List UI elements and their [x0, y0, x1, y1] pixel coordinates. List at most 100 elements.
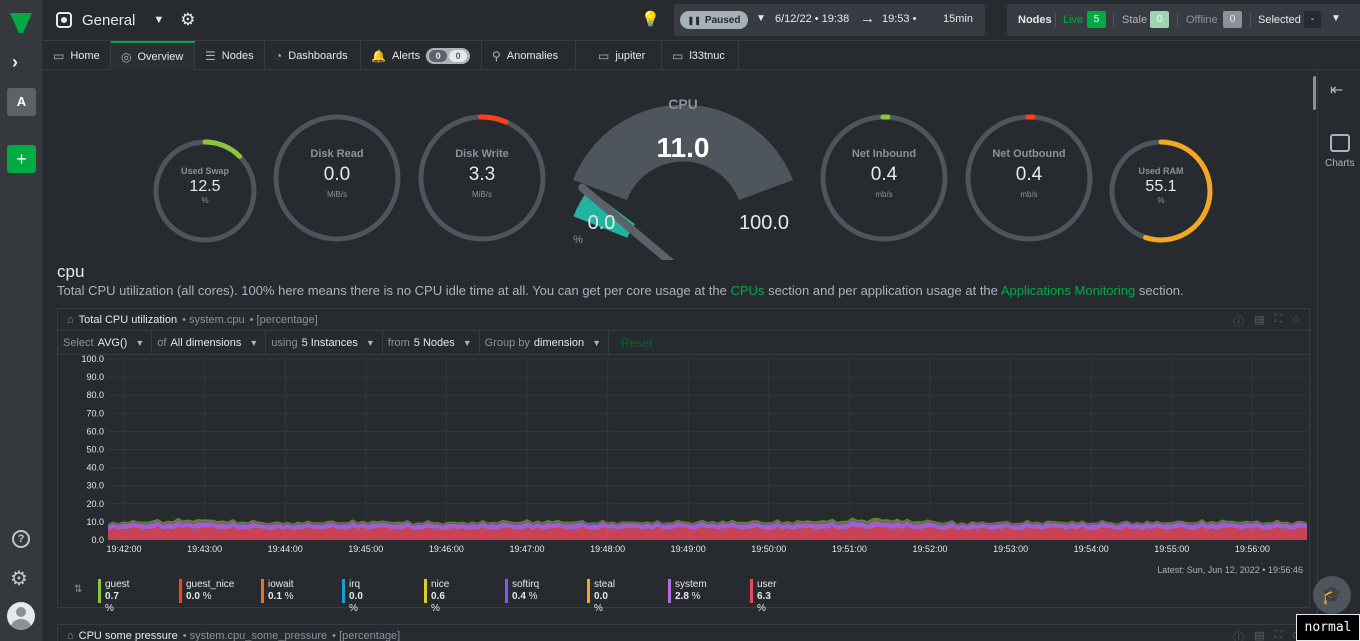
tab-anomalies[interactable]: ⚲ Anomalies	[482, 41, 576, 70]
nodes-select[interactable]: from 5 Nodes ▼	[383, 330, 480, 355]
settings-gear-icon[interactable]: ⚙	[10, 568, 28, 590]
instances-select[interactable]: using 5 Instances ▼	[266, 330, 383, 355]
disk-write-text: Disk Write 3.3 MiB/s	[432, 148, 532, 199]
paused-badge[interactable]: ❚❚ Paused	[680, 11, 748, 29]
learn-graduation-cap-icon[interactable]: 🎓	[1313, 576, 1351, 614]
used-swap-title: Used Swap	[180, 166, 229, 176]
filter-label: using	[271, 336, 298, 349]
dashboard-add-icon[interactable]: ▤	[1254, 314, 1265, 326]
legend-item-system[interactable]: system 2.8 %	[668, 579, 707, 603]
more-options-icon[interactable]: ⌂	[1292, 629, 1299, 641]
info-icon[interactable]: ⓘ	[1233, 316, 1245, 328]
net-inbound-unit: mb/s	[875, 190, 893, 199]
cpu-area-chart[interactable]: 100.0 90.0 80.0 70.0 60.0 50.0 40.0 30.0 20.0 10.…	[58, 355, 1309, 568]
disk-write-indicator	[478, 114, 509, 125]
x-tick-label: 19:42:00	[106, 544, 141, 554]
x-tick-label: 19:48:00	[590, 544, 625, 554]
y-tick-label: 80.0	[86, 390, 104, 400]
help-icon[interactable]: ?	[12, 530, 30, 548]
net-outbound-value: 0.4	[1015, 164, 1043, 185]
dimensions-select[interactable]: of All dimensions ▼	[152, 330, 267, 355]
arrow-right-icon: →	[860, 10, 875, 27]
net-outbound-title: Net Outbound	[992, 148, 1066, 160]
tab-node-l33tnuc[interactable]: ▭ l33tnuc	[662, 41, 739, 70]
x-tick-label: 19:47:00	[509, 544, 544, 554]
more-options-icon[interactable]: ⌂	[1292, 313, 1299, 325]
news-bulb-icon[interactable]: 💡	[641, 11, 660, 28]
reset-button[interactable]: Reset	[620, 335, 653, 350]
cpus-link[interactable]: CPUs	[730, 283, 765, 298]
right-panel: ⇤ Charts	[1317, 70, 1360, 641]
tab-alerts[interactable]: 🔔 Alerts 0 0	[361, 41, 482, 70]
charts-icon[interactable]	[1330, 134, 1350, 152]
x-tick-label: 19:43:00	[187, 544, 222, 554]
collapse-panel-icon[interactable]: ⇤	[1330, 82, 1344, 99]
tab-overview[interactable]: ◎ Overview	[111, 41, 195, 70]
space-avatar[interactable]: A	[7, 88, 36, 116]
cpu-gauge	[573, 104, 793, 260]
legend-item-iowait[interactable]: iowait 0.1 %	[261, 579, 294, 603]
time-picker[interactable]: ❚❚ Paused ▼ 6/12/22 • 19:38 → 19:53 • 15…	[674, 4, 985, 36]
tag-icon: ⌂	[67, 630, 74, 641]
net-outbound-text: Net Outbound 0.4 mb/s	[979, 148, 1079, 199]
group-by-select[interactable]: Group by dimension ▼	[480, 330, 609, 355]
charts-label[interactable]: Charts	[1325, 158, 1355, 169]
mode-indicator: normal	[1296, 614, 1360, 641]
tab-dashboards[interactable]: ◔ Dashboards	[265, 41, 361, 70]
nodes-status-bar[interactable]: Nodes Live 5 Stale 0 Offline 0 Selected …	[1007, 4, 1360, 36]
filter-value: dimension	[533, 336, 585, 349]
cpu-pressure-chart-card: ⌂ CPU some pressure • system.cpu_some_pr…	[57, 624, 1310, 641]
space-settings-icon[interactable]: ⚙	[180, 10, 196, 29]
chevron-down-icon[interactable]: ▼	[153, 14, 165, 26]
filter-label: Select	[63, 336, 94, 349]
legend-label: user	[757, 579, 777, 590]
legend-label: nice	[431, 579, 450, 590]
sort-legend-icon[interactable]: ⇅	[74, 584, 83, 595]
legend-item-user[interactable]: user 6.3 %	[750, 579, 777, 614]
chart-units: • [percentage]	[332, 630, 401, 641]
time-to: 19:53 •	[882, 13, 917, 25]
alert-counts: 0 0	[426, 47, 471, 64]
anomalies-icon: ⚲	[492, 48, 501, 63]
applications-monitoring-link[interactable]: Applications Monitoring	[1000, 283, 1136, 298]
legend-item-softirq[interactable]: softirq 0.4 %	[505, 579, 539, 603]
y-tick-label: 60.0	[86, 426, 104, 436]
y-tick-label: 50.0	[86, 445, 104, 455]
monitor-icon: ▭	[53, 48, 65, 63]
tab-node-jupiter[interactable]: ▭ jupiter	[588, 41, 662, 70]
dashboard-add-icon[interactable]: ▤	[1254, 630, 1265, 641]
chart-filter-bar: Select AVG() ▼ of All dimensions ▼ using…	[58, 330, 1309, 355]
chevron-down-icon[interactable]: ▼	[1331, 13, 1341, 24]
fullscreen-icon[interactable]: ⛶	[1274, 629, 1283, 641]
x-tick-label: 19:52:00	[912, 544, 947, 554]
space-selector[interactable]: General ▼ ⚙	[56, 10, 196, 30]
legend-item-guest[interactable]: guest 0.7 %	[98, 579, 129, 614]
expand-sidebar-icon[interactable]: ›	[12, 52, 18, 72]
user-avatar[interactable]	[7, 602, 35, 630]
live-count-badge: 5	[1087, 11, 1106, 28]
legend-value: 0.0 %	[186, 591, 212, 602]
netdata-logo-icon[interactable]	[8, 10, 34, 36]
chart-units: • [percentage]	[249, 313, 318, 326]
chevron-down-icon[interactable]: ▼	[756, 13, 766, 24]
series-area-user	[108, 526, 1307, 540]
tab-home[interactable]: ▭ Home	[43, 41, 111, 70]
filter-value: 5 Instances	[301, 336, 358, 349]
info-icon[interactable]: ⓘ	[1233, 632, 1245, 641]
cpu-min: 0.0	[587, 212, 616, 234]
legend-item-guest_nice[interactable]: guest_nice 0.0 %	[179, 579, 234, 603]
tab-bar: ▭ Home ◎ Overview ☰ Nodes ◔ Dashboards 🔔…	[43, 41, 1360, 70]
legend-item-irq[interactable]: irq 0.0 %	[342, 579, 363, 614]
series-area-system	[108, 520, 1307, 531]
legend-item-steal[interactable]: steal 0.0 %	[587, 579, 615, 614]
legend-item-nice[interactable]: nice 0.6 %	[424, 579, 450, 614]
filter-value: AVG()	[97, 336, 128, 349]
disk-write-title: Disk Write	[455, 148, 509, 160]
fullscreen-icon[interactable]: ⛶	[1274, 313, 1283, 325]
tab-label: Nodes	[221, 49, 254, 62]
chart-toolbar: ⓘ ▤ ⛶ ⌂	[1233, 313, 1299, 329]
aggregation-select[interactable]: Select AVG() ▼	[58, 330, 153, 355]
tab-nodes[interactable]: ☰ Nodes	[195, 41, 265, 70]
add-space-button[interactable]: +	[7, 145, 36, 173]
scrollbar-thumb[interactable]	[1313, 76, 1316, 110]
